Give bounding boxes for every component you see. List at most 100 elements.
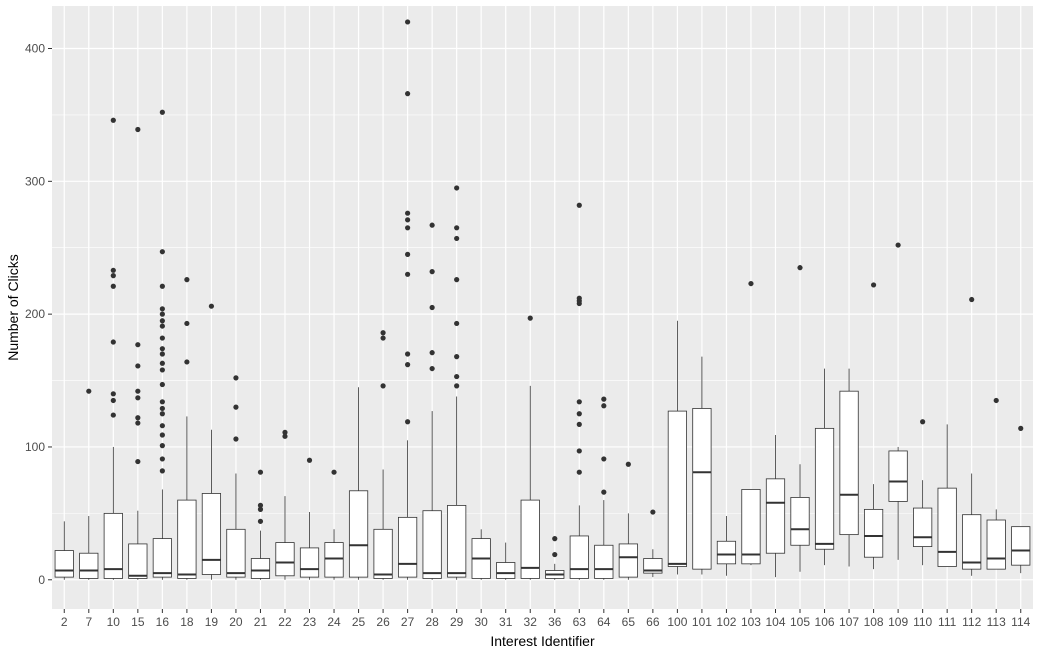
- outlier-point: [405, 362, 411, 368]
- x-tick-label: 31: [499, 615, 513, 629]
- box-iqr: [594, 544, 614, 579]
- box-113: [986, 397, 1006, 570]
- x-tick-label: 32: [524, 615, 538, 629]
- box-iqr: [569, 535, 589, 579]
- outlier-point: [306, 457, 313, 463]
- x-tick-label: 66: [646, 615, 660, 629]
- x-tick-label: 16: [156, 615, 170, 629]
- outlier-point: [429, 365, 435, 372]
- box-iqr: [888, 450, 908, 502]
- outlier-point: [625, 461, 631, 467]
- outlier-point: [405, 251, 411, 257]
- x-tick-label: 15: [131, 615, 145, 629]
- outlier-point: [601, 396, 607, 402]
- outlier-point: [576, 411, 582, 417]
- outlier-point: [208, 303, 215, 309]
- box-65: [618, 461, 638, 580]
- outlier-point: [576, 448, 582, 454]
- outlier-point: [429, 222, 435, 228]
- box-iqr: [177, 499, 197, 579]
- box-iqr: [520, 499, 540, 579]
- outlier-point: [601, 489, 607, 495]
- outlier-point: [405, 225, 411, 231]
- boxes-layer: [54, 19, 1031, 580]
- box-iqr: [103, 512, 123, 579]
- outlier-point: [159, 423, 165, 429]
- box-iqr: [667, 410, 687, 567]
- box-iqr: [152, 538, 172, 578]
- x-tick-label: 18: [180, 615, 194, 629]
- outlier-point: [405, 91, 411, 97]
- outlier-point: [405, 351, 411, 357]
- box-28: [422, 222, 442, 580]
- outlier-point: [159, 318, 165, 324]
- box-iqr: [913, 507, 933, 547]
- x-tick-label: 107: [839, 615, 859, 629]
- box-15: [128, 126, 148, 580]
- box-108: [863, 282, 884, 570]
- box-21: [250, 469, 271, 580]
- outlier-point: [159, 306, 165, 312]
- x-tick-label: 104: [765, 615, 785, 629]
- box-63: [569, 202, 589, 580]
- x-tick-label: 19: [205, 615, 219, 629]
- x-tick-label: 109: [888, 615, 908, 629]
- x-axis-ticks: 2 7 10 15 16 18 19 20 21 22 23 24 25 26 27 28 29 30 31 32 36…: [61, 609, 1031, 629]
- box-iqr: [299, 547, 320, 578]
- outlier-point: [159, 360, 165, 366]
- outlier-point: [405, 19, 411, 25]
- outlier-point: [86, 388, 92, 394]
- box-iqr: [324, 542, 344, 578]
- outlier-point: [159, 432, 165, 438]
- x-tick-label: 26: [376, 615, 390, 629]
- outlier-point: [601, 456, 607, 462]
- box-104: [765, 435, 786, 578]
- outlier-point: [110, 412, 116, 418]
- outlier-point: [454, 383, 460, 389]
- outlier-point: [135, 126, 141, 133]
- outlier-point: [110, 273, 116, 279]
- outlier-point: [257, 502, 264, 509]
- box-iqr: [447, 505, 467, 578]
- outlier-point: [454, 235, 460, 242]
- box-31: [496, 542, 516, 580]
- box-105: [790, 265, 810, 572]
- outlier-point: [257, 469, 264, 475]
- outlier-point: [552, 536, 558, 542]
- outlier-point: [454, 225, 460, 231]
- outlier-point: [650, 509, 656, 515]
- box-iqr: [348, 490, 369, 578]
- outlier-point: [454, 354, 460, 360]
- box-iqr: [790, 497, 810, 546]
- box-111: [937, 424, 957, 567]
- outlier-point: [282, 433, 288, 439]
- box-iqr: [765, 478, 786, 554]
- outlier-point: [257, 506, 264, 512]
- outlier-point: [257, 518, 264, 524]
- x-tick-label: 108: [864, 615, 884, 629]
- outlier-point: [895, 242, 901, 248]
- outlier-point: [159, 367, 165, 373]
- outlier-point: [184, 359, 190, 365]
- outlier-point: [282, 429, 288, 435]
- y-tick-label: 0: [38, 573, 45, 587]
- x-tick-label: 114: [1011, 615, 1030, 629]
- box-110: [913, 419, 933, 566]
- box-iqr: [839, 390, 859, 536]
- outlier-point: [135, 363, 141, 369]
- box-iqr: [275, 542, 295, 577]
- box-101: [692, 356, 712, 575]
- x-tick-label: 65: [622, 615, 636, 629]
- outlier-point: [969, 296, 975, 303]
- box-16: [152, 109, 172, 580]
- box-iqr: [201, 493, 222, 575]
- box-iqr: [937, 487, 957, 567]
- x-tick-label: 28: [425, 615, 439, 629]
- outlier-point: [110, 117, 116, 123]
- outlier-point: [159, 381, 165, 388]
- outlier-point: [233, 404, 239, 410]
- box-25: [348, 387, 369, 580]
- box-27: [398, 19, 418, 580]
- x-tick-label: 24: [327, 615, 341, 629]
- box-23: [299, 457, 320, 580]
